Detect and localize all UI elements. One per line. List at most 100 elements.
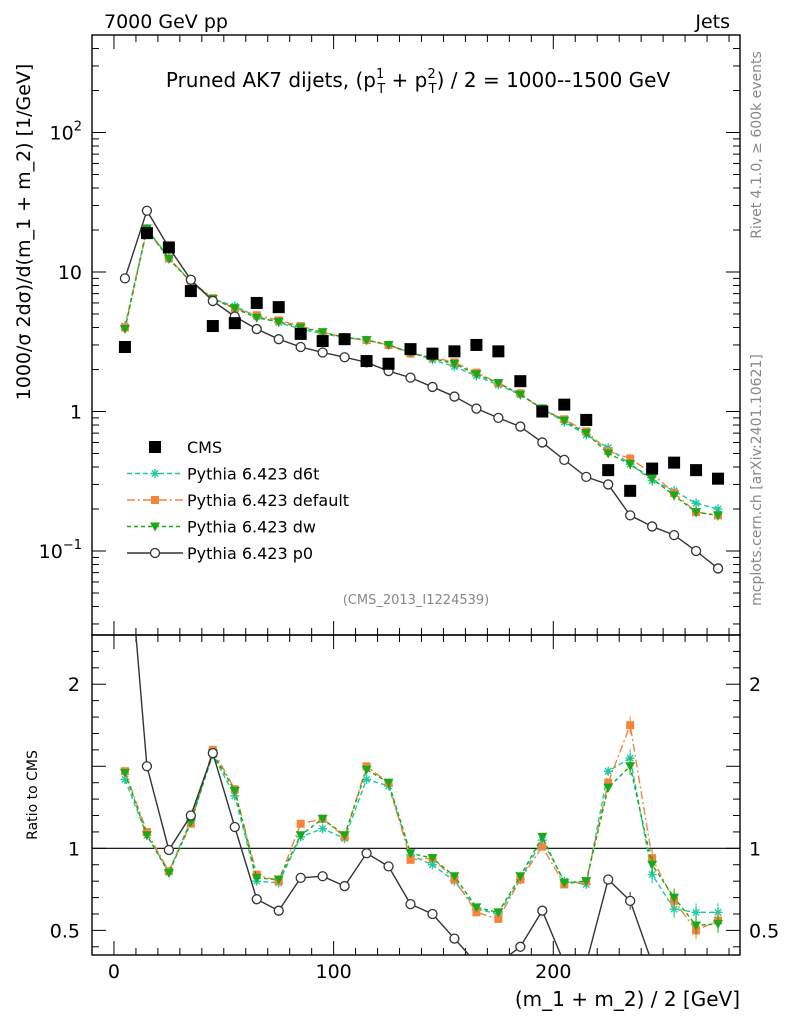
y-tick-label: 102 xyxy=(50,120,82,145)
data-point-cms xyxy=(206,320,219,333)
y-tick-label: 1 xyxy=(70,402,82,424)
data-point-pythia-6-423-dw xyxy=(493,379,504,389)
data-point-pythia-6-423-p0 xyxy=(625,510,636,521)
ratio-point-pythia-6-423-d6t-stroke xyxy=(362,775,371,784)
ratio-point-pythia-6-423-p0 xyxy=(582,959,591,968)
ratio-point-pythia-6-423-default xyxy=(626,721,635,730)
ratio-point-pythia-6-423-p0 xyxy=(339,880,350,892)
data-point-cms xyxy=(272,301,285,314)
main-series-group xyxy=(118,205,725,574)
data-point-cms xyxy=(558,398,571,411)
legend-label-pythia-6-423-p0: Pythia 6.423 p0 xyxy=(187,544,313,563)
legend-marker-pythia-6-423-d6t-stroke xyxy=(151,469,159,478)
series-line-pythia-6-423-p0 xyxy=(124,209,719,569)
data-point-cms xyxy=(580,413,593,426)
ratio-point-pythia-6-423-dw xyxy=(383,778,394,788)
ratio-point-pythia-6-423-dw xyxy=(273,875,284,885)
data-point-pythia-6-423-dw xyxy=(515,390,526,400)
ratio-point-pythia-6-423-p0 xyxy=(251,894,262,905)
ratio-point-pythia-6-423-p0 xyxy=(207,748,218,759)
ratio-point-pythia-6-423-p0 xyxy=(692,959,701,968)
data-point-pythia-6-423-p0 xyxy=(119,273,131,284)
data-point-pythia-6-423-p0 xyxy=(690,545,702,557)
data-point-pythia-6-423-d6t-stroke xyxy=(692,499,700,507)
data-point-cms xyxy=(448,345,461,358)
rivet-label: Rivet 4.1.0, ≥ 600k events xyxy=(749,51,765,239)
data-point-pythia-6-423-dw xyxy=(647,474,658,484)
ratio-line-pythia-6-423-p0 xyxy=(135,635,650,955)
data-point-cms xyxy=(602,464,615,477)
data-point-pythia-6-423-p0 xyxy=(449,391,460,402)
x-tick-label: 0 xyxy=(108,961,120,983)
ratio-line-pythia-6-423-dw xyxy=(124,751,719,927)
ratio-point-pythia-6-423-dw xyxy=(493,908,504,918)
ratio-point-pythia-6-423-dw xyxy=(559,878,570,888)
ratio-panel-frame xyxy=(91,634,741,956)
data-point-pythia-6-423-dw xyxy=(383,340,394,350)
data-point-pythia-6-423-p0 xyxy=(295,341,306,353)
ratio-point-pythia-6-423-p0 xyxy=(603,874,614,885)
data-point-cms xyxy=(228,317,241,330)
data-point-pythia-6-423-dw xyxy=(251,313,262,323)
data-point-pythia-6-423-dw xyxy=(603,449,614,459)
ratio-point-pythia-6-423-p0 xyxy=(427,908,438,920)
x-tick-label: 200 xyxy=(535,961,571,983)
data-point-cms xyxy=(382,357,395,370)
data-point-pythia-6-423-dw xyxy=(229,304,240,314)
data-point-pythia-6-423-p0 xyxy=(185,274,196,285)
analysis-id: (CMS_2013_I1224539) xyxy=(343,593,490,608)
data-point-pythia-6-423-p0 xyxy=(515,421,526,432)
ratio-tick-label: 0.5 xyxy=(50,920,80,942)
data-point-cms xyxy=(118,341,131,354)
ratio-point-pythia-6-423-dw xyxy=(317,814,328,824)
data-point-pythia-6-423-p0 xyxy=(559,454,570,466)
y-axis-label-main: 1000/σ 2dσ)/d(m_1 + m_2) [1/GeV] xyxy=(13,64,35,401)
data-point-pythia-6-423-p0 xyxy=(317,347,328,358)
axes-layer: 0 100 200 10−1 1 10 102 0.5 0.5 1 1 2 2 xyxy=(39,34,779,983)
data-point-cms xyxy=(140,227,153,240)
data-point-cms xyxy=(426,347,439,360)
ratio-point-pythia-6-423-dw xyxy=(471,903,482,913)
ratio-point-pythia-6-423-d6t xyxy=(603,766,613,776)
ratio-point-pythia-6-423-dw xyxy=(625,762,636,772)
data-point-cms xyxy=(646,462,659,475)
ratio-line-pythia-6-423-default xyxy=(124,722,719,932)
ratio-point-pythia-6-423-dw xyxy=(515,872,526,882)
x-tick-label: 100 xyxy=(315,961,351,983)
ratio-point-pythia-6-423-dw xyxy=(339,831,350,841)
data-point-pythia-6-423-p0 xyxy=(603,479,614,490)
legend-marker-pythia-6-423-d6t xyxy=(150,469,160,478)
ratio-point-pythia-6-423-p0 xyxy=(229,821,240,833)
series-line-pythia-6-423-dw xyxy=(124,226,719,517)
ratio-point-pythia-6-423-dw xyxy=(647,860,658,870)
x-axis-label: (m_1 + m_2) / 2 [GeV] xyxy=(515,987,740,1011)
data-point-cms xyxy=(470,338,483,351)
data-point-cms xyxy=(316,335,329,348)
data-point-cms xyxy=(294,327,307,340)
ratio-point-pythia-6-423-default xyxy=(494,914,503,923)
title-prefix: Pruned AK7 dijets, (p xyxy=(166,68,376,92)
ratio-point-pythia-6-423-dw xyxy=(251,873,262,883)
plot-title: Pruned AK7 dijets, (p1 T + p2 T) / 2 = 100… xyxy=(166,67,671,97)
legend-marker-pythia-6-423-dw xyxy=(150,522,160,532)
data-point-pythia-6-423-p0 xyxy=(251,323,262,335)
data-point-pythia-6-423-dw xyxy=(669,491,680,501)
ratio-point-pythia-6-423-d6t-stroke xyxy=(692,908,700,916)
data-point-pythia-6-423-dw xyxy=(273,317,284,327)
data-point-pythia-6-423-p0 xyxy=(427,381,438,393)
data-point-pythia-6-423-p0 xyxy=(273,334,284,345)
title-sub2: T xyxy=(428,82,437,97)
ratio-point-pythia-6-423-d6t xyxy=(647,870,657,880)
ratio-tick-label-right: 1 xyxy=(749,838,761,860)
ratio-point-pythia-6-423-d6t-stroke xyxy=(604,767,612,775)
data-point-pythia-6-423-default xyxy=(626,454,635,463)
legend-marker-pythia-6-423-p0 xyxy=(149,547,161,559)
ratio-point-pythia-6-423-dw xyxy=(669,893,680,903)
data-point-cms xyxy=(514,375,527,388)
data-point-cms xyxy=(690,464,703,477)
ratio-tick-label: 1 xyxy=(68,838,80,860)
ratio-point-pythia-6-423-dw xyxy=(405,849,416,859)
legend-label-pythia-6-423-d6t: Pythia 6.423 d6t xyxy=(187,465,319,484)
data-point-cms xyxy=(338,333,351,346)
